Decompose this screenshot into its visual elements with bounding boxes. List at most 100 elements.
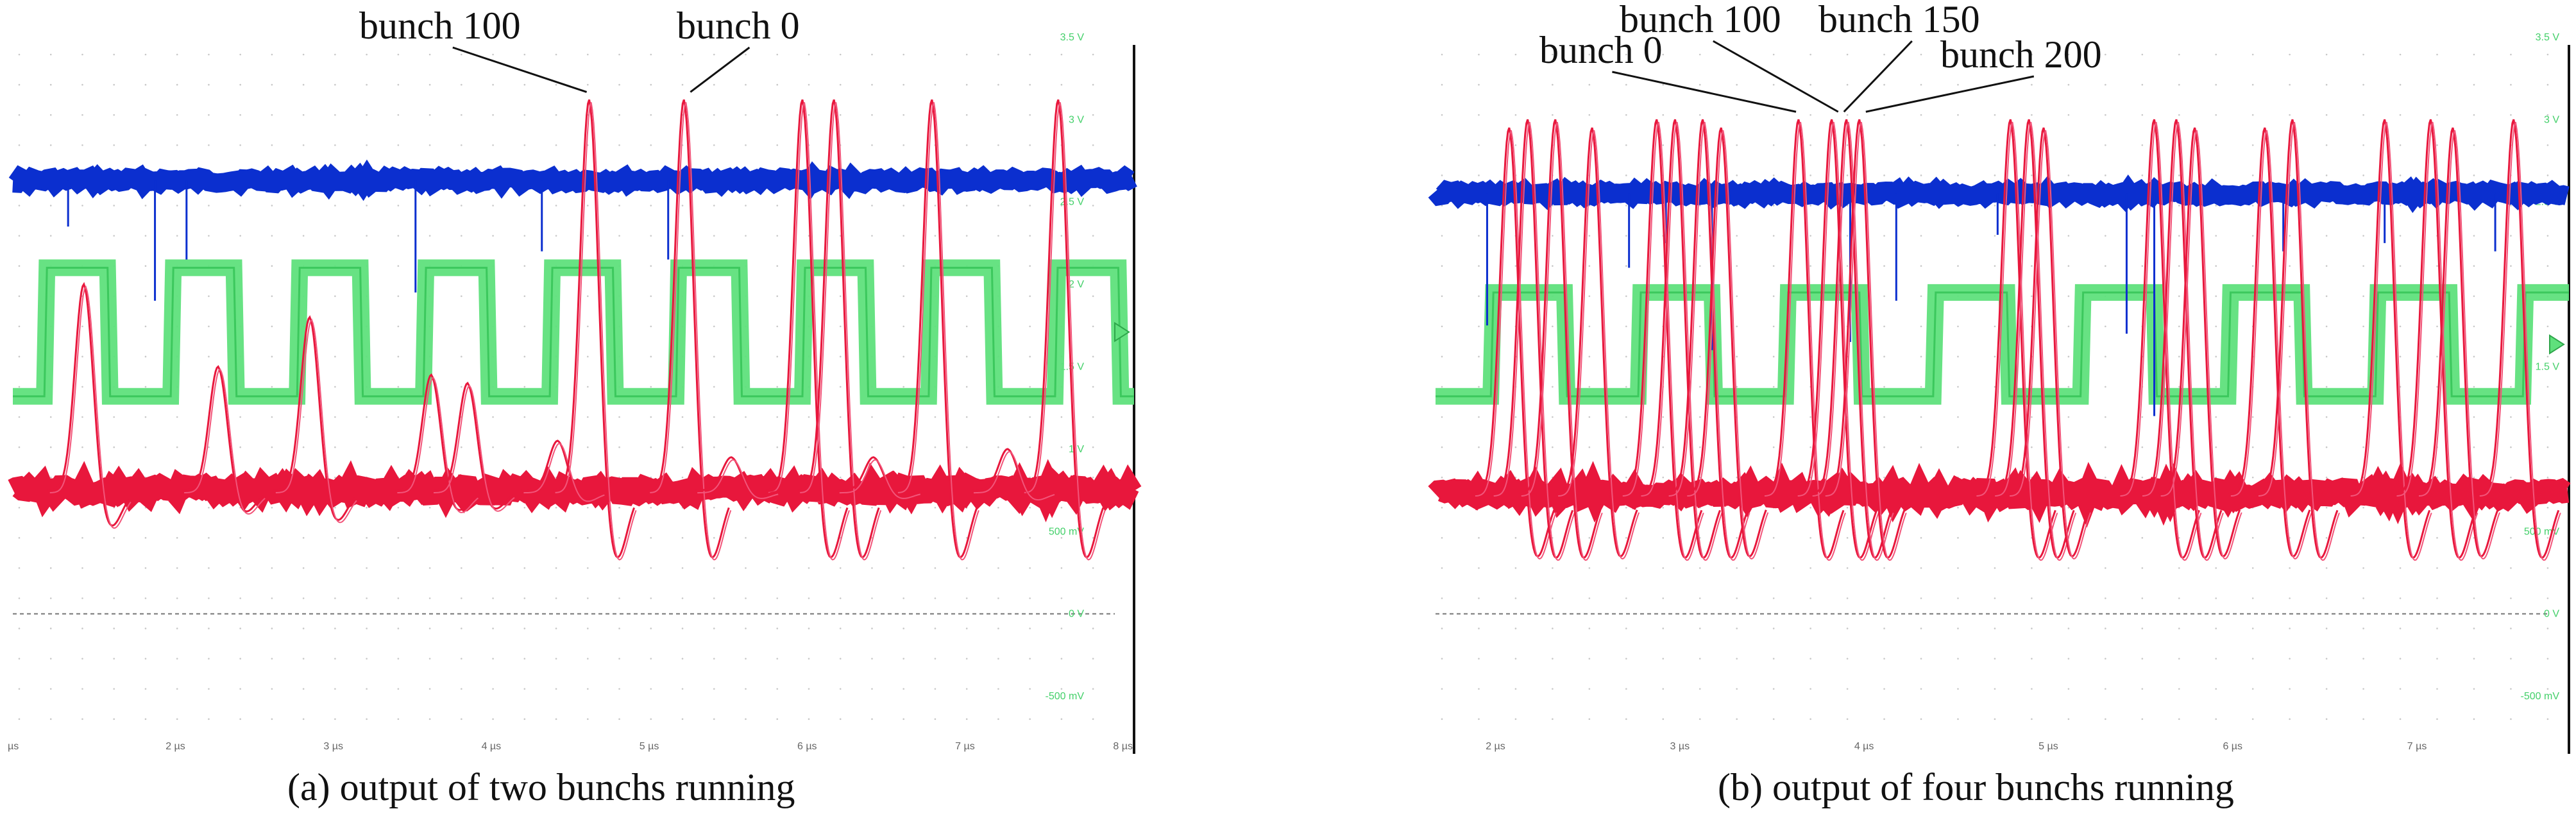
grid-dot bbox=[1662, 627, 1665, 629]
bunch-callout-label: bunch 0 bbox=[677, 4, 800, 47]
grid-dot bbox=[428, 597, 431, 599]
grid-dot bbox=[1957, 416, 1959, 418]
grid-dot bbox=[334, 355, 336, 358]
grid-dot bbox=[1957, 597, 1959, 599]
grid-dot bbox=[997, 144, 999, 146]
grid-dot bbox=[1846, 265, 1849, 267]
grid-dot bbox=[1441, 386, 1443, 388]
bunch-pulse bbox=[521, 439, 603, 500]
grid-dot bbox=[1699, 114, 1701, 116]
grid-dot bbox=[1772, 114, 1775, 116]
grid-dot bbox=[271, 144, 273, 146]
grid-dot bbox=[2289, 688, 2291, 690]
grid-dot bbox=[2031, 235, 2033, 237]
grid-dot bbox=[1029, 144, 1031, 146]
trigger-trace bbox=[8, 159, 1137, 201]
grid-dot bbox=[1736, 688, 1738, 690]
voltage-tick-label: 0 V bbox=[2544, 609, 2559, 620]
bunch-pulse-overlay bbox=[2396, 121, 2479, 561]
grid-dot bbox=[1441, 355, 1443, 358]
grid-dot bbox=[587, 537, 589, 539]
grid-dot bbox=[2031, 295, 2033, 297]
grid-dot bbox=[523, 718, 526, 720]
grid-dot bbox=[871, 658, 873, 660]
grid-dot bbox=[113, 537, 115, 539]
bunch-pulse bbox=[1473, 127, 1555, 558]
grid-dot bbox=[555, 53, 557, 56]
grid-dot bbox=[1736, 476, 1738, 479]
bunch-pulse bbox=[798, 99, 880, 559]
grid-dot bbox=[2105, 537, 2106, 539]
grid-dot bbox=[555, 718, 557, 720]
grid-dot bbox=[2251, 265, 2254, 267]
grid-dot bbox=[2473, 416, 2475, 418]
grid-dot bbox=[2215, 597, 2217, 599]
grid-dot bbox=[618, 627, 620, 629]
grid-dot bbox=[1736, 114, 1738, 116]
grid-dot bbox=[1957, 175, 1959, 176]
bunch-callout-label: bunch 200 bbox=[1940, 33, 2102, 76]
grid-dot bbox=[1441, 597, 1443, 599]
grid-dot bbox=[776, 386, 779, 388]
grid-dot bbox=[2141, 567, 2144, 569]
grid-dot bbox=[2141, 597, 2144, 599]
grid-dot bbox=[1883, 718, 1885, 720]
grid-dot bbox=[1441, 235, 1443, 237]
grid-dot bbox=[523, 144, 526, 146]
grid-dot bbox=[997, 597, 999, 599]
grid-dot bbox=[681, 205, 684, 207]
grid-dot bbox=[745, 597, 747, 599]
grid-dot bbox=[1772, 205, 1775, 207]
grid-dot bbox=[492, 114, 494, 116]
grid-dot bbox=[2067, 175, 2070, 176]
bunch-pulse-overlay bbox=[397, 376, 479, 513]
grid-dot bbox=[1920, 235, 1922, 237]
grid-dot bbox=[650, 265, 652, 267]
grid-dot bbox=[2215, 355, 2217, 358]
grid-dot bbox=[965, 446, 968, 448]
voltage-tick-label: 0 V bbox=[1069, 609, 1084, 620]
bunch-pulse-overlay bbox=[2142, 121, 2224, 561]
grid-dot bbox=[555, 83, 557, 86]
bunch-pulse-overlay bbox=[1764, 121, 1846, 561]
grid-dot bbox=[587, 386, 589, 388]
grid-dot bbox=[334, 416, 336, 418]
grid-dot bbox=[302, 205, 305, 207]
grid-dot bbox=[1092, 718, 1094, 720]
grid-dot bbox=[2251, 597, 2254, 599]
grid-dot bbox=[2510, 355, 2512, 358]
grid-dot bbox=[1883, 627, 1885, 629]
grid-dot bbox=[366, 537, 368, 539]
grid-dot bbox=[18, 567, 21, 569]
grid-dot bbox=[1552, 235, 1554, 237]
grid-dot bbox=[618, 114, 620, 116]
grid-dot bbox=[555, 627, 557, 629]
grid-dot bbox=[2067, 597, 2070, 599]
grid-dot bbox=[1920, 205, 1922, 207]
grid-dot bbox=[2473, 265, 2475, 267]
grid-dot bbox=[492, 658, 494, 660]
grid-dot bbox=[366, 235, 368, 237]
grid-dot bbox=[1514, 144, 1517, 146]
bunch-pulse-overlay bbox=[275, 318, 357, 524]
grid-dot bbox=[2436, 144, 2438, 146]
grid-dot bbox=[934, 53, 936, 56]
grid-dot bbox=[1772, 386, 1775, 388]
bunch-pulse-overlay bbox=[2120, 121, 2202, 561]
bunch-pulse bbox=[2394, 119, 2477, 559]
grid-dot bbox=[808, 627, 810, 629]
grid-dot bbox=[1029, 446, 1031, 448]
grid-dot bbox=[1883, 295, 1885, 297]
grid-dot bbox=[1625, 506, 1627, 509]
grid-dot bbox=[1957, 325, 1959, 328]
grid-dot bbox=[2362, 718, 2364, 720]
grid-dot bbox=[1772, 416, 1775, 418]
grid-dot bbox=[334, 506, 336, 509]
grid-dot bbox=[2436, 658, 2438, 660]
bunch-callout-label: bunch 150 bbox=[1818, 0, 1980, 40]
grid-dot bbox=[302, 658, 305, 660]
grid-dot bbox=[144, 718, 147, 720]
grid-dot bbox=[713, 144, 715, 146]
grid-dot bbox=[1029, 295, 1031, 297]
grid-dot bbox=[1588, 355, 1591, 358]
